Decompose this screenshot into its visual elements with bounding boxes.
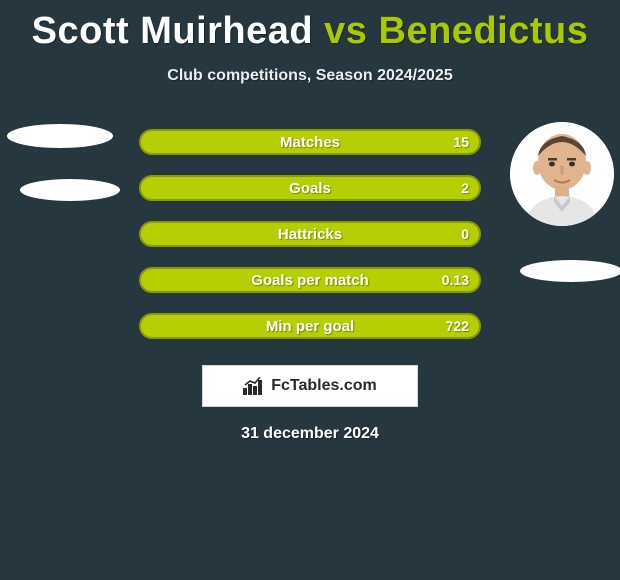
stat-value-right: 0.13 <box>442 272 469 288</box>
stat-row: Matches 15 <box>0 119 620 165</box>
player2-name: Benedictus <box>379 10 589 52</box>
date-text: 31 december 2024 <box>0 425 620 443</box>
stats-list: Matches 15 Goals 2 Hattricks 0 Goals per match… <box>0 119 620 349</box>
stat-pill: Goals 2 <box>139 175 481 201</box>
stat-row: Goals per match 0.13 <box>0 257 620 303</box>
brand-badge[interactable]: FcTables.com <box>202 365 418 407</box>
vs-label: vs <box>324 10 367 52</box>
comparison-title: Scott Muirhead vs Benedictus <box>0 0 620 53</box>
stat-label: Goals per match <box>251 272 369 289</box>
stat-row: Goals 2 <box>0 165 620 211</box>
bars-icon <box>243 377 265 395</box>
brand-text: FcTables.com <box>271 377 377 395</box>
stat-value-right: 0 <box>461 226 469 242</box>
stat-label: Matches <box>280 134 340 151</box>
stat-pill: Goals per match 0.13 <box>139 267 481 293</box>
stat-pill: Min per goal 722 <box>139 313 481 339</box>
stat-label: Goals <box>289 180 331 197</box>
player1-name: Scott Muirhead <box>32 10 313 52</box>
stat-pill: Matches 15 <box>139 129 481 155</box>
stat-row: Min per goal 722 <box>0 303 620 349</box>
stat-pill: Hattricks 0 <box>139 221 481 247</box>
stat-row: Hattricks 0 <box>0 211 620 257</box>
stat-value-right: 15 <box>453 134 469 150</box>
stat-label: Hattricks <box>278 226 342 243</box>
subtitle: Club competitions, Season 2024/2025 <box>0 67 620 85</box>
stat-label: Min per goal <box>266 318 354 335</box>
stat-value-right: 2 <box>461 180 469 196</box>
stat-value-right: 722 <box>446 318 469 334</box>
